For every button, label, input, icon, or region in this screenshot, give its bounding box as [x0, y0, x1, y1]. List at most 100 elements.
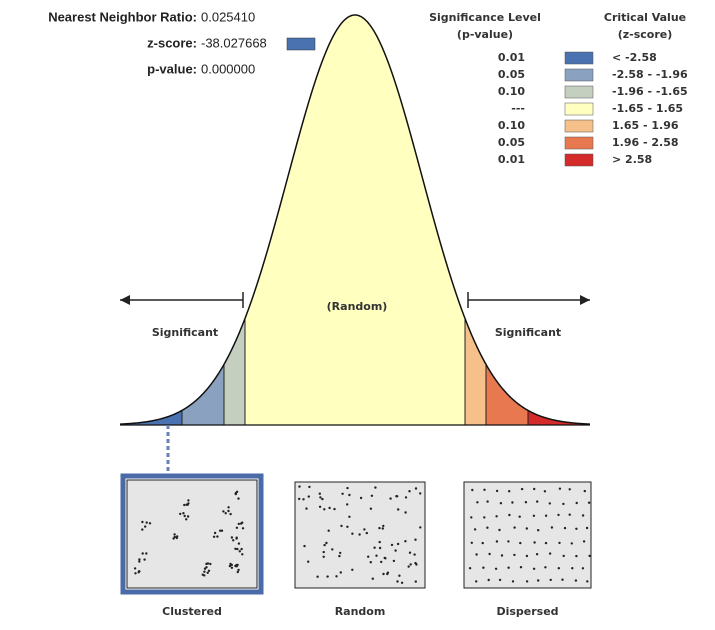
point: [400, 581, 404, 584]
z-score-swatch: [286, 37, 316, 51]
point: [237, 568, 240, 572]
point: [470, 541, 473, 544]
point: [404, 540, 407, 543]
point: [535, 553, 539, 556]
point: [498, 528, 501, 532]
legend-swatch: [564, 85, 594, 99]
point: [507, 566, 510, 569]
point: [348, 493, 351, 497]
point: [183, 503, 186, 507]
point: [544, 566, 547, 569]
point: [213, 531, 217, 535]
point: [133, 567, 137, 570]
point: [363, 528, 366, 531]
point: [331, 548, 334, 551]
point: [369, 561, 372, 564]
point: [511, 501, 514, 504]
point: [548, 552, 552, 555]
point: [583, 489, 586, 493]
pattern-box: [126, 479, 258, 589]
point: [148, 522, 152, 525]
point: [307, 560, 310, 563]
z-range: -2.58 - -1.96: [612, 68, 688, 81]
point: [518, 515, 521, 518]
point: [346, 503, 349, 506]
point: [373, 546, 376, 549]
point: [513, 553, 516, 557]
legend-swatch: [564, 136, 594, 150]
point: [230, 536, 234, 539]
point: [473, 528, 477, 531]
z-range: > 2.58: [612, 153, 652, 166]
point: [238, 550, 241, 553]
curve-region: [224, 318, 245, 425]
point: [241, 527, 245, 530]
stat-label: Nearest Neighbor Ratio:: [48, 9, 197, 24]
point: [134, 572, 137, 575]
point: [549, 578, 552, 582]
point: [346, 486, 349, 490]
point: [524, 501, 528, 504]
point: [536, 500, 539, 503]
point: [305, 507, 308, 510]
point: [519, 541, 522, 545]
point: [203, 567, 207, 570]
point: [483, 488, 486, 491]
point: [575, 527, 578, 530]
point: [507, 540, 510, 543]
point: [234, 492, 237, 496]
point: [585, 526, 589, 530]
curve-region: [528, 410, 590, 425]
point: [499, 502, 503, 505]
point: [382, 572, 385, 576]
point: [237, 497, 240, 500]
point: [581, 514, 585, 517]
point: [179, 512, 182, 516]
point: [183, 514, 186, 518]
point: [414, 487, 418, 490]
point: [323, 543, 326, 547]
point: [298, 485, 301, 488]
point: [229, 512, 232, 516]
point: [241, 553, 244, 556]
point: [237, 522, 240, 526]
point: [475, 580, 478, 583]
patterns: Clustered Random Dispersed: [120, 473, 592, 618]
point: [407, 565, 410, 568]
legend-header: (p-value): [457, 28, 513, 41]
point: [557, 567, 560, 570]
point: [359, 496, 363, 500]
point: [548, 502, 551, 505]
point: [374, 486, 377, 489]
point: [380, 560, 383, 564]
point: [340, 524, 343, 528]
point: [537, 529, 540, 532]
point: [346, 525, 349, 528]
point: [498, 578, 502, 582]
point: [141, 552, 144, 555]
point: [414, 561, 417, 565]
point: [486, 526, 489, 529]
point: [228, 564, 232, 568]
legend-swatch: [564, 102, 594, 116]
point: [419, 526, 422, 529]
legend-header: Significance Level: [429, 11, 541, 24]
point: [532, 567, 536, 570]
point: [396, 580, 399, 583]
point: [216, 535, 219, 538]
point: [568, 513, 571, 516]
point: [544, 514, 548, 517]
legend-swatch: [564, 51, 594, 65]
point: [318, 492, 321, 495]
p-value: 0.05: [498, 136, 525, 149]
point: [365, 531, 368, 535]
point: [392, 559, 396, 563]
point: [574, 579, 578, 582]
point: [319, 496, 322, 499]
point: [227, 509, 230, 513]
point: [370, 494, 374, 497]
pattern-box: [463, 481, 592, 589]
point: [212, 535, 216, 538]
point: [581, 567, 585, 570]
